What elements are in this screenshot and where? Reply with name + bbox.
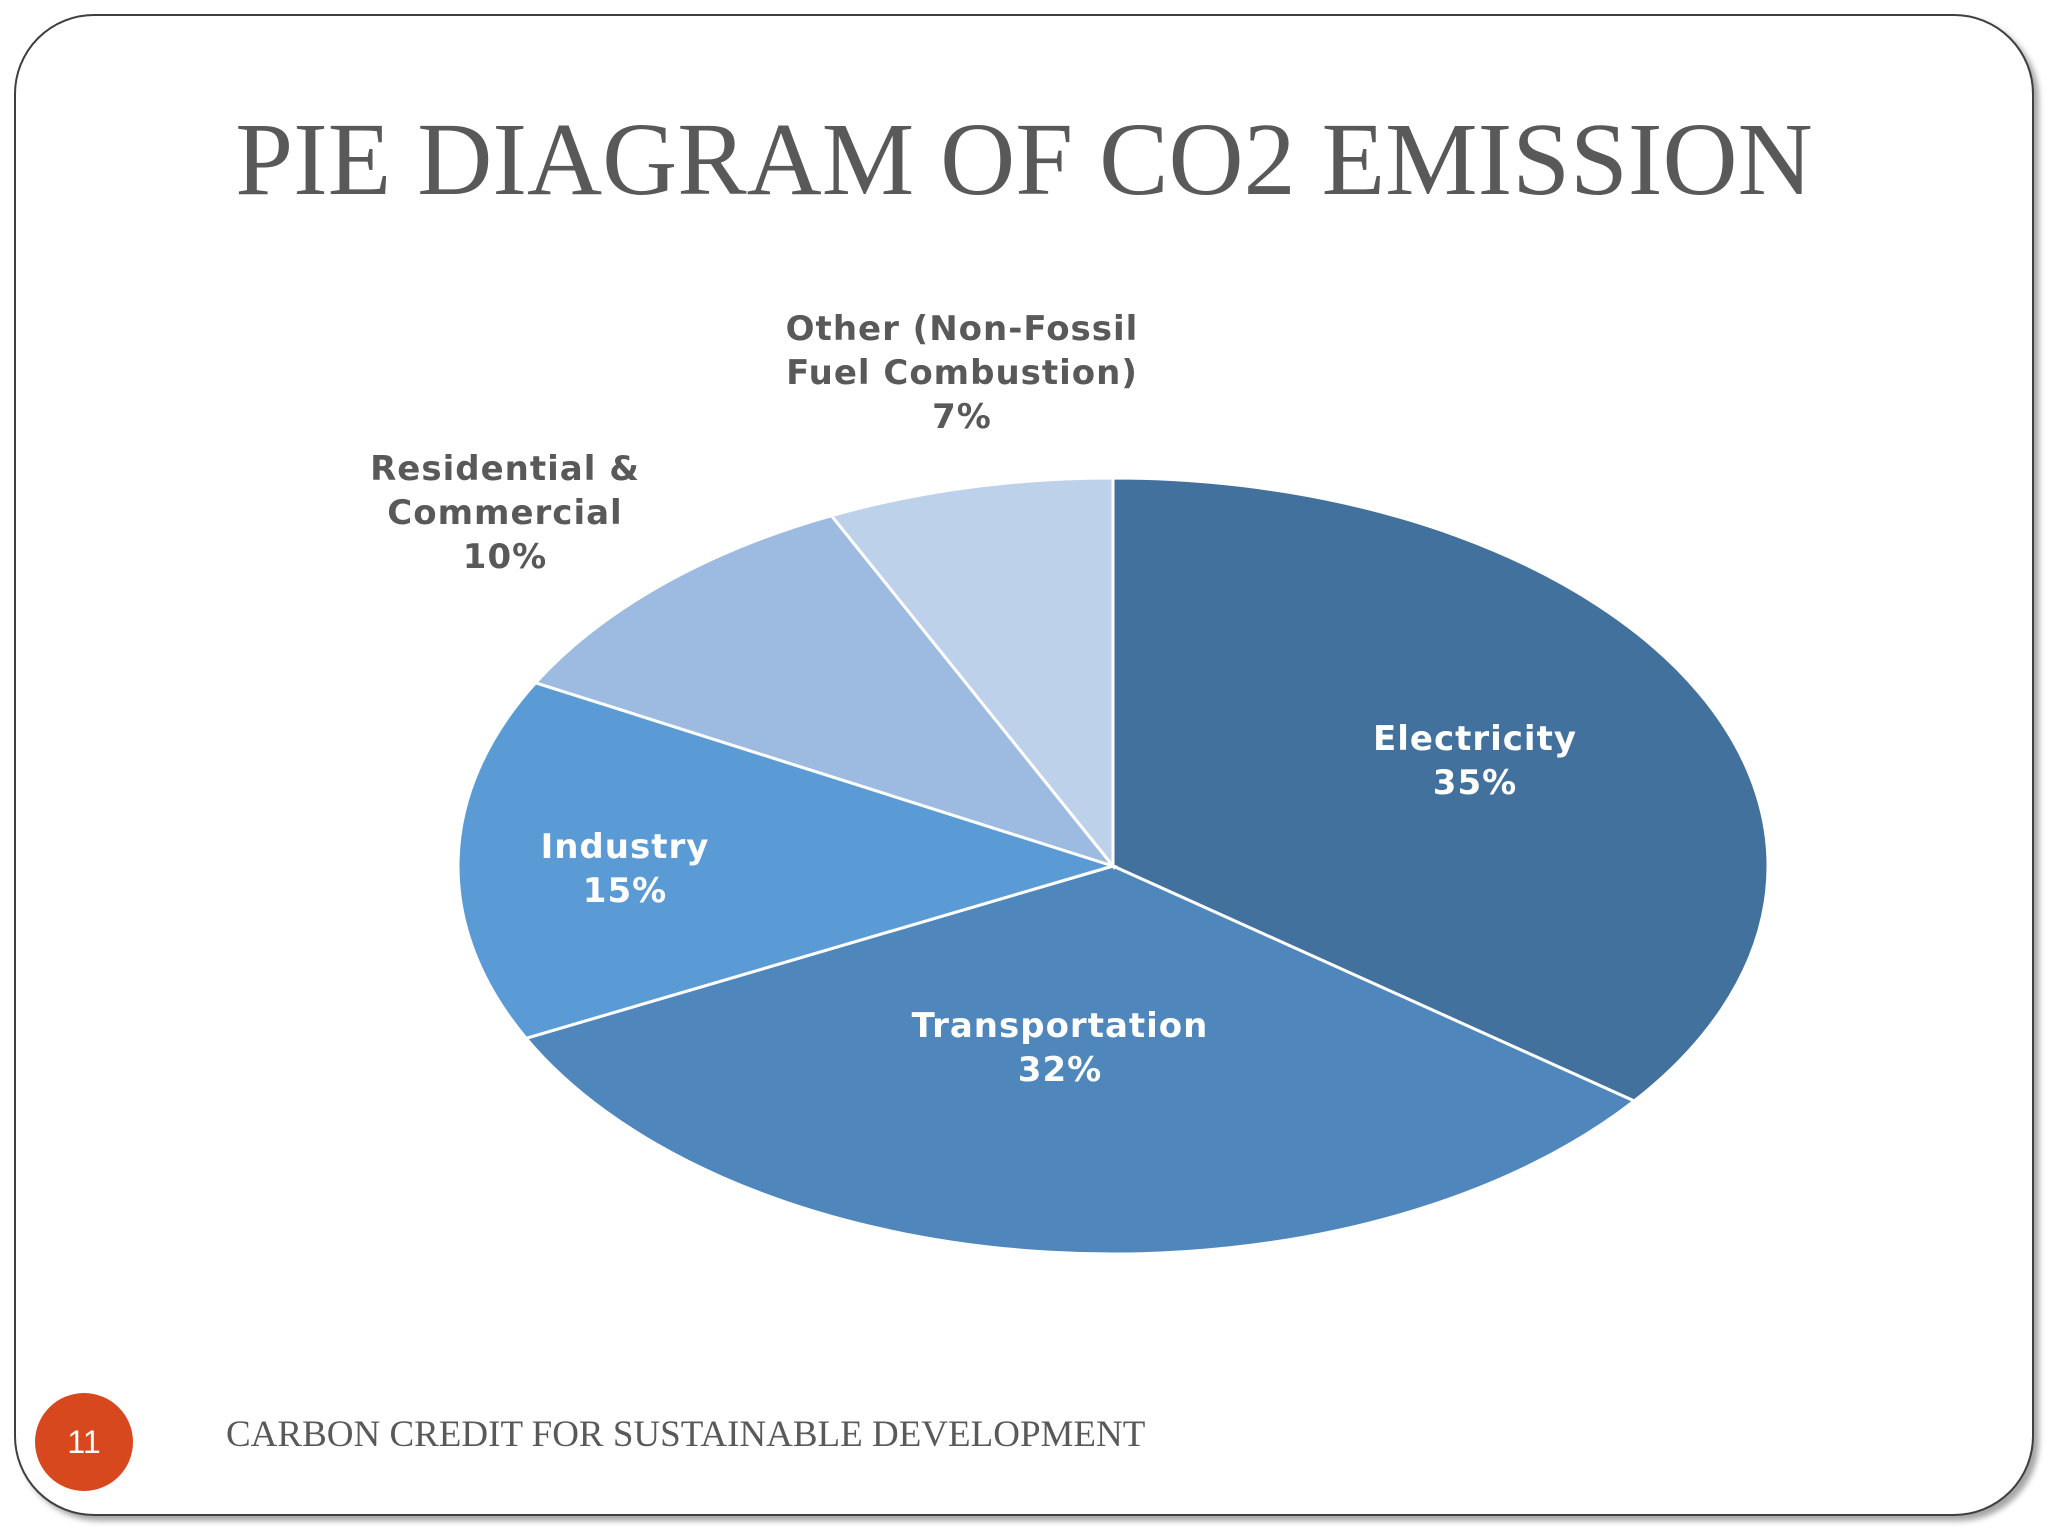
pie-slice — [523, 864, 1638, 1256]
pie-slice — [1111, 476, 1770, 1103]
slice-label: Transportation 32% — [912, 1006, 1209, 1090]
slice-name-label: Residential & — [370, 449, 640, 489]
footer-text: CARBON CREDIT FOR SUSTAINABLE DEVELOPMEN… — [226, 1414, 1146, 1455]
page-number: 11 — [67, 1423, 101, 1460]
page-number-badge: 11 — [35, 1393, 133, 1491]
slice-name-label: Electricity — [1373, 719, 1577, 759]
slice-label: Other (Non-Fossil Fuel Combustion) 7% — [786, 309, 1139, 437]
slice-label: Residential & Commercial 10% — [370, 449, 640, 577]
pie-labels: Electricity 35%Transportation 32%Industry 1… — [370, 309, 1577, 1090]
pie-slice — [456, 681, 1119, 1041]
pie-slice — [532, 513, 1118, 869]
title-text: PIE DIAGRAM OF CO2 EMISSION — [235, 102, 1813, 217]
slice-name-label: Industry — [541, 827, 710, 867]
slice-value-label: 35% — [1433, 763, 1517, 803]
slice-label: Industry 15% — [541, 827, 710, 911]
pie-slice — [828, 476, 1115, 871]
slice-name-label: Transportation — [912, 1006, 1209, 1046]
slice-value-label: 7% — [932, 397, 992, 437]
pie-slices — [456, 476, 1770, 1256]
slice-name-label: Commercial — [387, 493, 622, 533]
slice-value-label: 10% — [463, 537, 547, 577]
slice-value-label: 15% — [583, 871, 667, 911]
slice-name-label: Other (Non-Fossil — [786, 309, 1139, 349]
slide-title: PIE DIAGRAM OF CO2 EMISSION — [0, 100, 2048, 219]
slice-value-label: 32% — [1018, 1050, 1102, 1090]
slice-label: Electricity 35% — [1373, 719, 1577, 803]
slice-name-label: Fuel Combustion) — [786, 353, 1138, 393]
